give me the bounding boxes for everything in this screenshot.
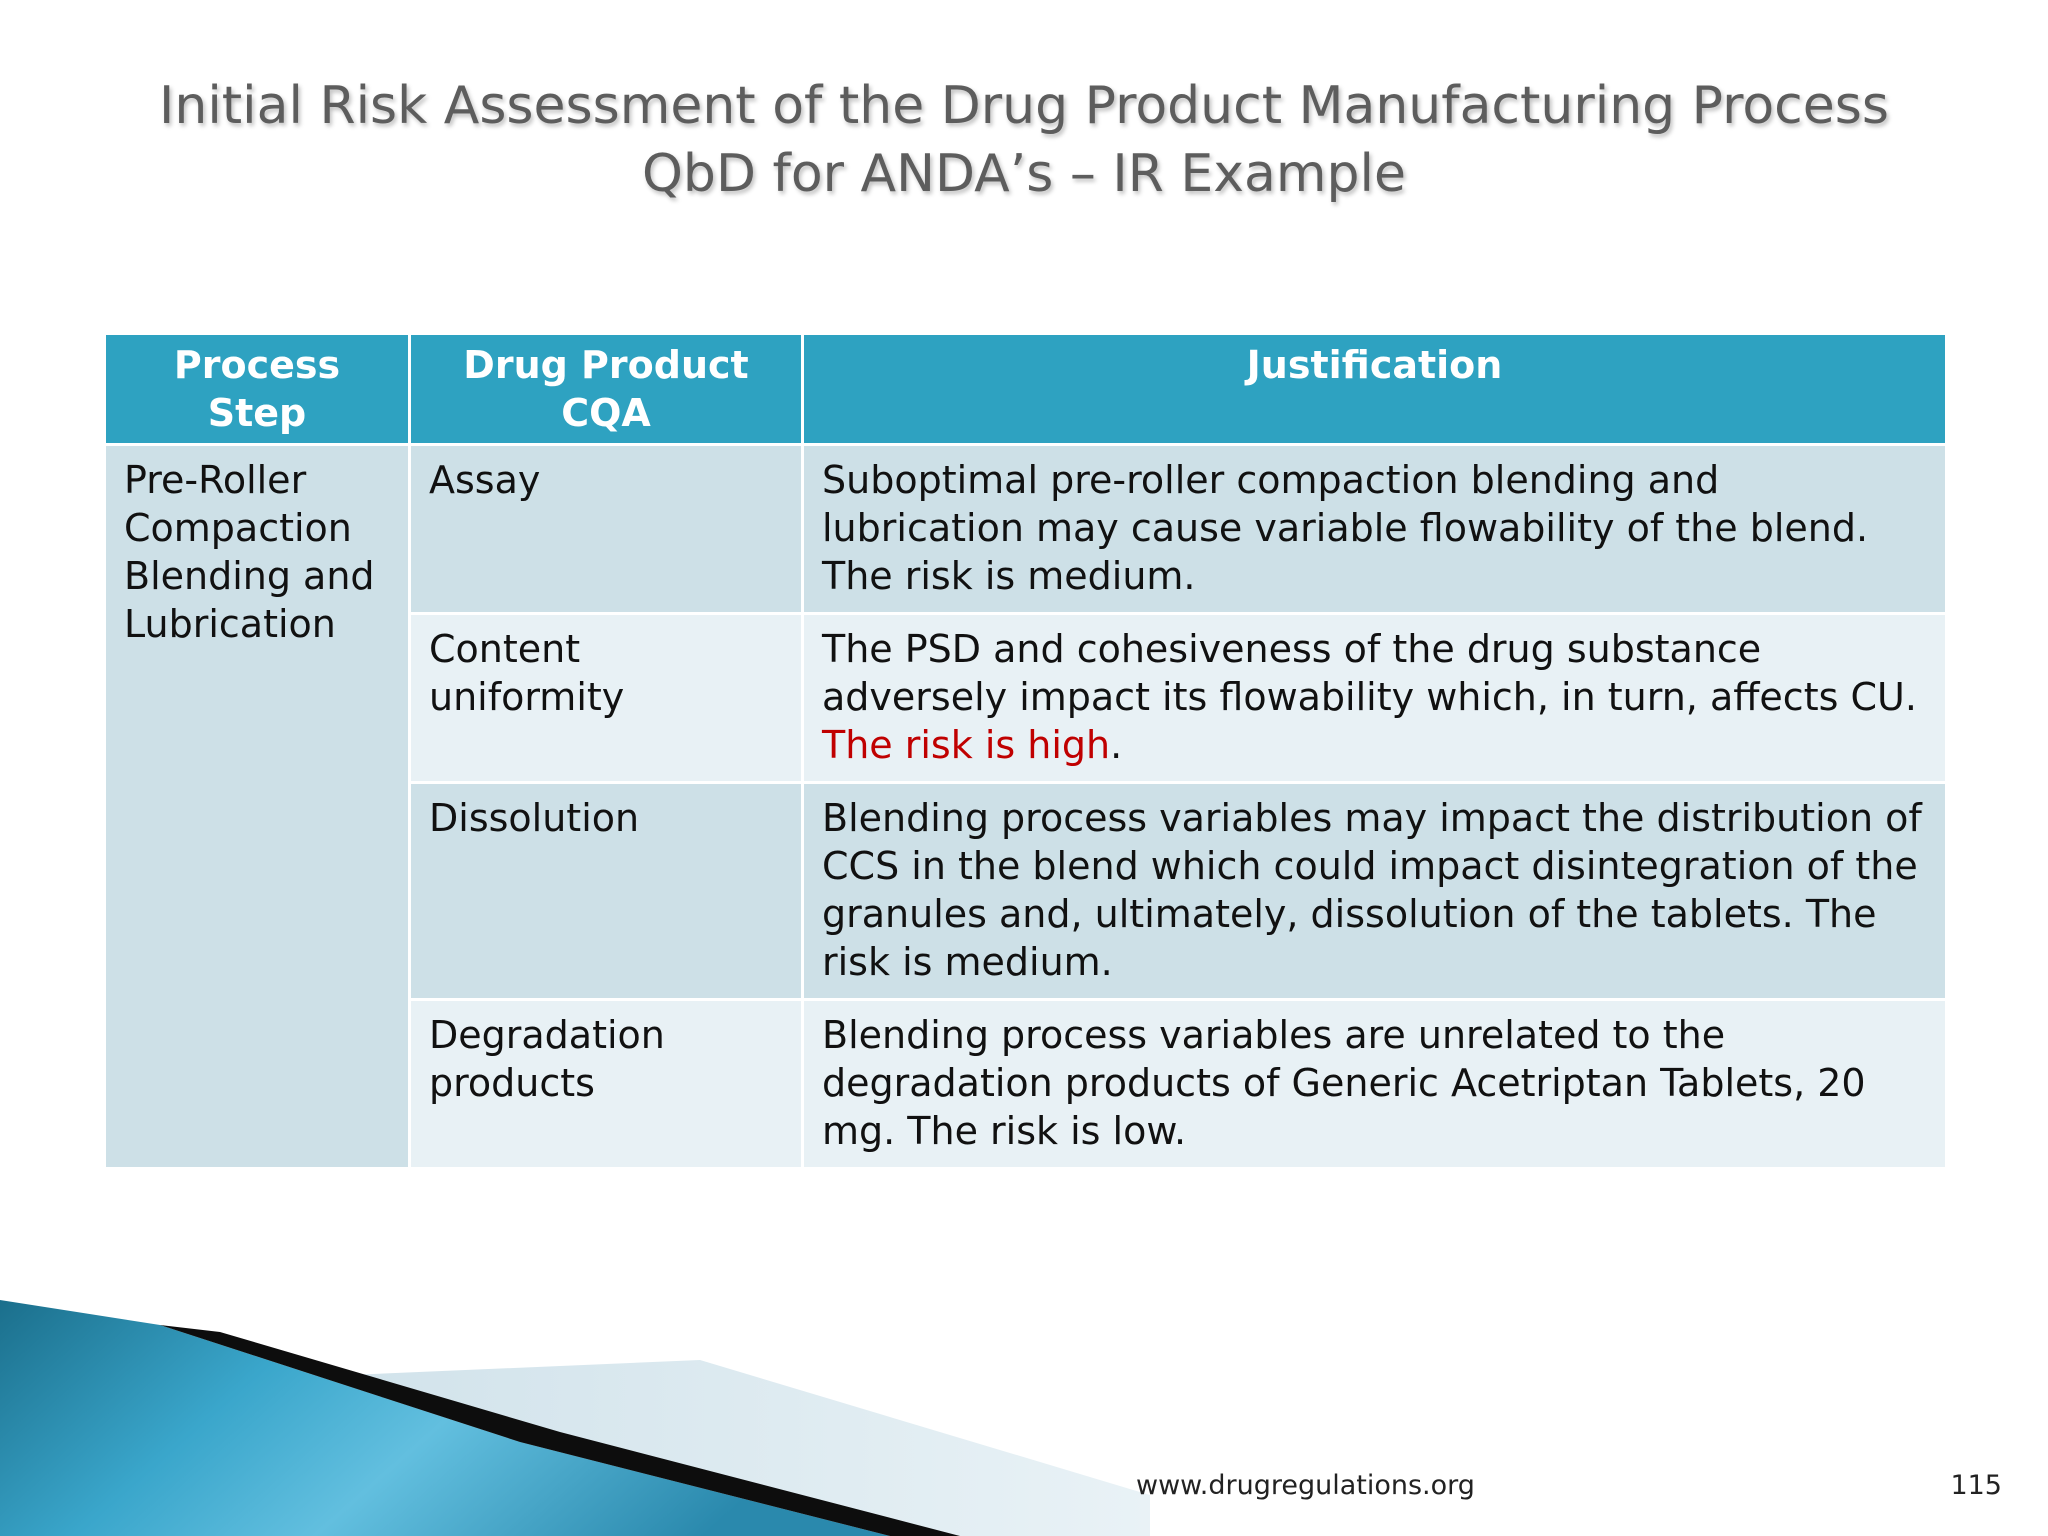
justification-cell-assay: Suboptimal pre-roller compaction blendin… <box>801 443 1948 615</box>
table-row: Degradation products Blending process va… <box>105 998 1948 1170</box>
justification-cell-dissolution: Blending process variables may impact th… <box>801 781 1948 1001</box>
cqa-cell-content-uniformity: Content uniformity <box>408 612 804 784</box>
page-number: 115 <box>1950 1470 2002 1501</box>
slide-title: Initial Risk Assessment of the Drug Prod… <box>40 72 2008 208</box>
justification-cell-degradation-products: Blending process variables are unrelated… <box>801 998 1948 1170</box>
high-risk-text: The risk is high <box>822 723 1111 767</box>
justification-cell-content-uniformity: The PSD and cohesiveness of the drug sub… <box>801 612 1948 784</box>
table-row: Pre-Roller Compaction Blending and Lubri… <box>103 443 1948 1170</box>
black-wave-shape <box>160 1325 960 1536</box>
process-step-cell: Pre-Roller Compaction Blending and Lubri… <box>103 443 411 1170</box>
slide-title-line-2: QbD for ANDA’s – IR Example <box>642 144 1406 204</box>
table-header-row: Process Step Drug Product CQA Justificat… <box>103 332 1948 446</box>
cqa-cell-dissolution: Dissolution <box>408 781 804 1001</box>
justification-period: . <box>1110 723 1123 767</box>
cqa-cell-degradation-products: Degradation products <box>408 998 804 1170</box>
slide-title-line-1: Initial Risk Assessment of the Drug Prod… <box>159 76 1889 136</box>
justification-text: The PSD and cohesiveness of the drug sub… <box>822 627 1917 719</box>
risk-assessment-table: Process Step Drug Product CQA Justificat… <box>103 332 1948 1170</box>
table-row: Content uniformity The PSD and cohesiven… <box>105 612 1948 784</box>
header-process-step: Process Step <box>103 332 411 446</box>
footer-url: www.drugregulations.org <box>1136 1470 1475 1501</box>
table-row: Dissolution Blending process variables m… <box>105 781 1948 1001</box>
header-justification: Justification <box>801 332 1948 446</box>
cqa-cell-assay: Assay <box>408 443 804 615</box>
header-drug-product-cqa: Drug Product CQA <box>408 332 804 446</box>
blue-wave-shape <box>0 1300 890 1536</box>
